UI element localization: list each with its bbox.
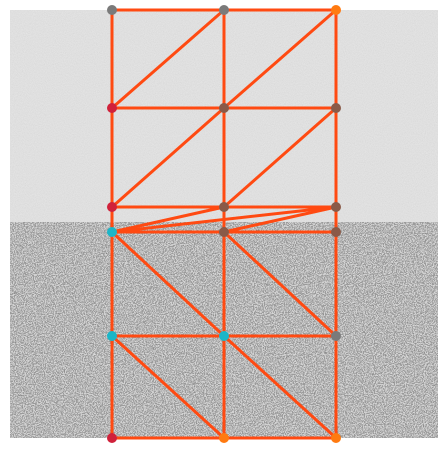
mesh-node (107, 103, 117, 113)
mesh-node (331, 103, 341, 113)
mesh-node (107, 5, 117, 15)
mesh-nodes (107, 5, 341, 443)
mesh-node (219, 227, 229, 237)
mesh-node (107, 202, 117, 212)
mesh-edge (110, 106, 226, 209)
mesh-edge (110, 205, 226, 234)
mesh-edge (222, 106, 338, 209)
mesh-node (331, 5, 341, 15)
mesh-node (219, 103, 229, 113)
mesh-node (219, 331, 229, 341)
mesh-edge (110, 205, 338, 234)
mesh-edge (110, 230, 226, 338)
mesh-edge (222, 8, 338, 110)
mesh-edges (110, 8, 338, 440)
mesh-edge (222, 334, 338, 440)
mesh-node (331, 331, 341, 341)
mesh-node (219, 5, 229, 15)
mesh-node (331, 202, 341, 212)
mesh-edge (110, 334, 226, 440)
mesh-node (219, 202, 229, 212)
mesh-node (331, 227, 341, 237)
mesh-edge (222, 205, 338, 234)
mesh-node (107, 227, 117, 237)
mesh-node (219, 433, 229, 443)
mesh-node (331, 433, 341, 443)
mesh-node (107, 331, 117, 341)
mesh-node (107, 433, 117, 443)
mesh-edge (222, 230, 338, 338)
mesh-edge (110, 8, 226, 110)
